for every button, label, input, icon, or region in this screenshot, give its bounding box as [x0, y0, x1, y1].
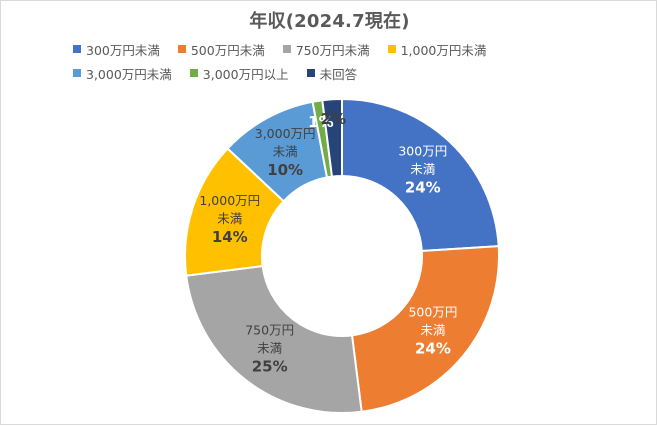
slice-percent-label: 1%	[308, 113, 333, 131]
slice-category-label: 300万円	[398, 143, 447, 158]
slice-category-label: 3,000万円	[255, 126, 316, 141]
donut-slice	[341, 97, 500, 253]
legend-swatch	[73, 69, 81, 77]
legend-label: 300万円未満	[86, 42, 160, 58]
legend-item: 750万円未満	[282, 40, 370, 59]
legend-item: 300万円未満	[73, 40, 160, 59]
slice-percent-label: 24%	[415, 340, 451, 358]
legend-swatch	[387, 45, 396, 53]
slice-label: 300万円未満 24%	[398, 143, 447, 196]
legend-label: 3,000万円未満	[86, 66, 172, 82]
donut-slices	[184, 97, 500, 414]
legend-label: 未回答	[319, 66, 358, 82]
legend-row-1: 300万円未満 500万円未満 750万円未満 1,000万円未満	[73, 37, 633, 61]
slice-percent-label: 14%	[212, 228, 248, 246]
chart-title: 年収(2024.7現在)	[249, 11, 410, 32]
legend: 300万円未満 500万円未満 750万円未満 1,000万円未満 3,000万…	[73, 37, 633, 85]
legend-item: 未回答	[306, 64, 358, 83]
legend-swatch	[282, 45, 291, 53]
legend-item: 1,000万円未満	[387, 40, 487, 59]
slice-label: 1%	[308, 113, 333, 131]
slice-percent-label: 24%	[405, 178, 441, 196]
slice-category-label: 500万円	[408, 305, 457, 320]
slice-category-label: 未満	[410, 161, 435, 176]
legend-label: 1,000万円未満	[400, 42, 487, 58]
donut-slice	[350, 245, 500, 413]
legend-swatch	[306, 69, 315, 77]
legend-label: 3,000万円以上	[202, 66, 289, 82]
legend-swatch	[177, 45, 186, 53]
slice-label: 3,000万円未満 10%	[255, 126, 316, 179]
legend-label: 750万円未満	[295, 42, 370, 58]
legend-label: 500万円未満	[190, 42, 265, 58]
donut-data-labels: 300万円未満24%500万円未満24%750万円未満25%1,000万円未満1…	[199, 110, 457, 376]
donut-slice	[185, 264, 363, 414]
legend-swatch	[189, 69, 198, 77]
slice-category-label: 未満	[257, 341, 282, 356]
legend-item: 3,000万円未満	[73, 64, 172, 83]
slice-category-label: 750万円	[245, 323, 294, 338]
slice-category-label: 未満	[420, 323, 445, 338]
slice-percent-label: 25%	[252, 358, 288, 376]
slice-category-label: 1,000万円	[199, 193, 260, 208]
slice-percent-label: 10%	[267, 161, 303, 179]
legend-row-2: 3,000万円未満 3,000万円以上 未回答	[73, 61, 633, 85]
slice-label: 500万円未満 24%	[408, 305, 457, 358]
legend-item: 500万円未満	[177, 40, 265, 59]
slice-category-label: 未満	[217, 211, 242, 226]
slice-category-label: 未満	[273, 144, 298, 159]
legend-swatch	[73, 45, 81, 53]
slice-percent-label: 2%	[321, 110, 346, 128]
donut-slice	[321, 97, 343, 178]
slice-label: 750万円未満 25%	[245, 323, 294, 376]
legend-item: 3,000万円以上	[189, 64, 289, 83]
slice-label: 2%	[321, 110, 346, 128]
slice-label: 1,000万円未満 14%	[199, 193, 260, 246]
